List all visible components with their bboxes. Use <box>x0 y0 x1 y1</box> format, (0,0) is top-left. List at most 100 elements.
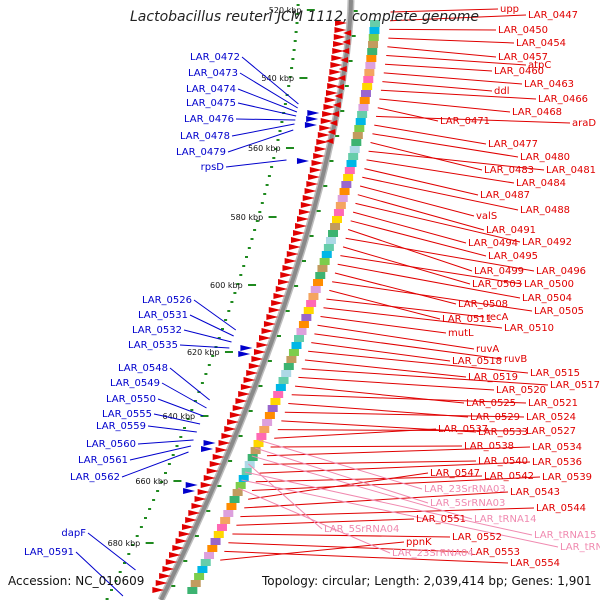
cog-block <box>194 573 205 580</box>
feature-label: LAR_0494 <box>468 238 518 249</box>
gc-dot <box>110 589 113 591</box>
reverse-gene <box>162 566 175 572</box>
leader-line <box>390 8 499 13</box>
cog-block <box>370 20 381 27</box>
gc-dot <box>280 121 284 123</box>
reverse-gene <box>311 160 324 166</box>
cog-block <box>288 349 299 356</box>
reverse-gene <box>325 90 338 96</box>
reverse-gene <box>332 102 341 108</box>
leader-line <box>388 37 515 44</box>
cog-block <box>349 146 360 153</box>
reverse-gene <box>280 272 293 278</box>
feature-label: LAR_0484 <box>516 178 566 189</box>
cog-block <box>256 433 267 440</box>
cog-block <box>281 370 292 377</box>
leader-line <box>220 541 405 561</box>
gc-dot <box>296 13 300 15</box>
reverse-gene <box>314 146 327 152</box>
leader-line <box>382 81 493 92</box>
gc-mark <box>217 485 222 487</box>
gc-dot <box>290 67 294 69</box>
reverse-gene <box>335 84 344 90</box>
feature-label: LAR_23SrRNA03 <box>424 484 506 495</box>
leader-line <box>357 194 485 231</box>
cog-block <box>283 363 294 370</box>
feature-labels: uppLAR_0447LAR_0450LAR_0454LAR_0457atpCL… <box>24 4 600 569</box>
leader-line <box>332 281 533 312</box>
reverse-gene <box>218 440 231 446</box>
feature-label: LAR_5SrRNA04 <box>324 524 399 535</box>
forward-gene <box>296 158 309 164</box>
feature-label: LAR_0524 <box>526 412 576 423</box>
feature-label: LAR_0536 <box>532 457 582 468</box>
cog-block <box>333 209 344 216</box>
reverse-gene <box>333 41 346 47</box>
reverse-gene <box>212 454 225 460</box>
cog-block <box>262 419 273 426</box>
cog-block <box>273 391 284 398</box>
gc-dot <box>287 85 291 87</box>
leader-line <box>183 329 232 343</box>
cog-block <box>337 195 348 202</box>
feature-label: LAR_0521 <box>528 398 578 409</box>
feature-label: LAR_0555 <box>102 409 152 420</box>
gc-dot <box>200 382 204 384</box>
gc-mark <box>329 160 334 162</box>
gc-dot <box>250 238 254 240</box>
feature-label: LAR_0478 <box>180 131 230 142</box>
leader-line <box>380 89 537 100</box>
feature-label: valS <box>476 211 497 222</box>
gc-mark <box>294 285 299 287</box>
leader-line <box>255 447 429 504</box>
tick-label: 660 kbp <box>135 477 168 486</box>
gc-dot <box>167 463 171 465</box>
cog-block <box>362 83 373 90</box>
feature-label: LAR_0473 <box>188 68 238 79</box>
cog-block <box>332 216 343 223</box>
leader-line <box>241 56 299 105</box>
feature-label: LAR_0537 <box>438 424 488 435</box>
feature-label: LAR_0468 <box>512 107 562 118</box>
cog-block <box>190 580 201 587</box>
cog-block <box>354 125 365 132</box>
feature-label: LAR_0554 <box>510 558 560 569</box>
leader-line <box>237 88 298 113</box>
leader-line <box>147 425 197 433</box>
gc-dot <box>164 472 167 474</box>
gc-dot <box>211 355 215 357</box>
gc-dot <box>186 418 190 420</box>
reverse-gene <box>316 139 329 145</box>
leader-line <box>284 411 525 418</box>
cog-block <box>330 223 341 230</box>
feature-label: LAR_0488 <box>520 205 570 216</box>
cog-block <box>298 321 309 328</box>
reverse-gene <box>248 363 261 369</box>
reverse-gene <box>221 433 234 439</box>
leader-line <box>270 445 463 448</box>
leader-line <box>121 451 189 478</box>
leader-line <box>251 476 541 491</box>
gc-mark <box>277 335 281 337</box>
gc-dot <box>152 499 156 501</box>
gc-dot <box>224 319 228 321</box>
gc-dot <box>171 454 175 456</box>
gc-dot <box>258 211 262 213</box>
cog-block <box>259 426 270 433</box>
gc-dot <box>274 148 278 150</box>
cog-block <box>323 244 334 251</box>
leader-line <box>340 255 523 285</box>
tick-label: 580 kbp <box>231 213 264 222</box>
feature-label: ruvA <box>476 344 499 355</box>
gc-mark <box>183 560 188 562</box>
feature-label: LAR_0548 <box>118 363 168 374</box>
feature-label: LAR_0553 <box>470 547 520 558</box>
feature-label: atpC <box>528 60 551 71</box>
cog-block <box>291 342 302 349</box>
leader-line <box>239 72 298 109</box>
leader-line <box>377 107 439 122</box>
reverse-gene <box>309 167 322 173</box>
feature-label: mutL <box>448 328 474 339</box>
gc-dot <box>233 292 237 294</box>
gc-dot <box>283 103 287 105</box>
